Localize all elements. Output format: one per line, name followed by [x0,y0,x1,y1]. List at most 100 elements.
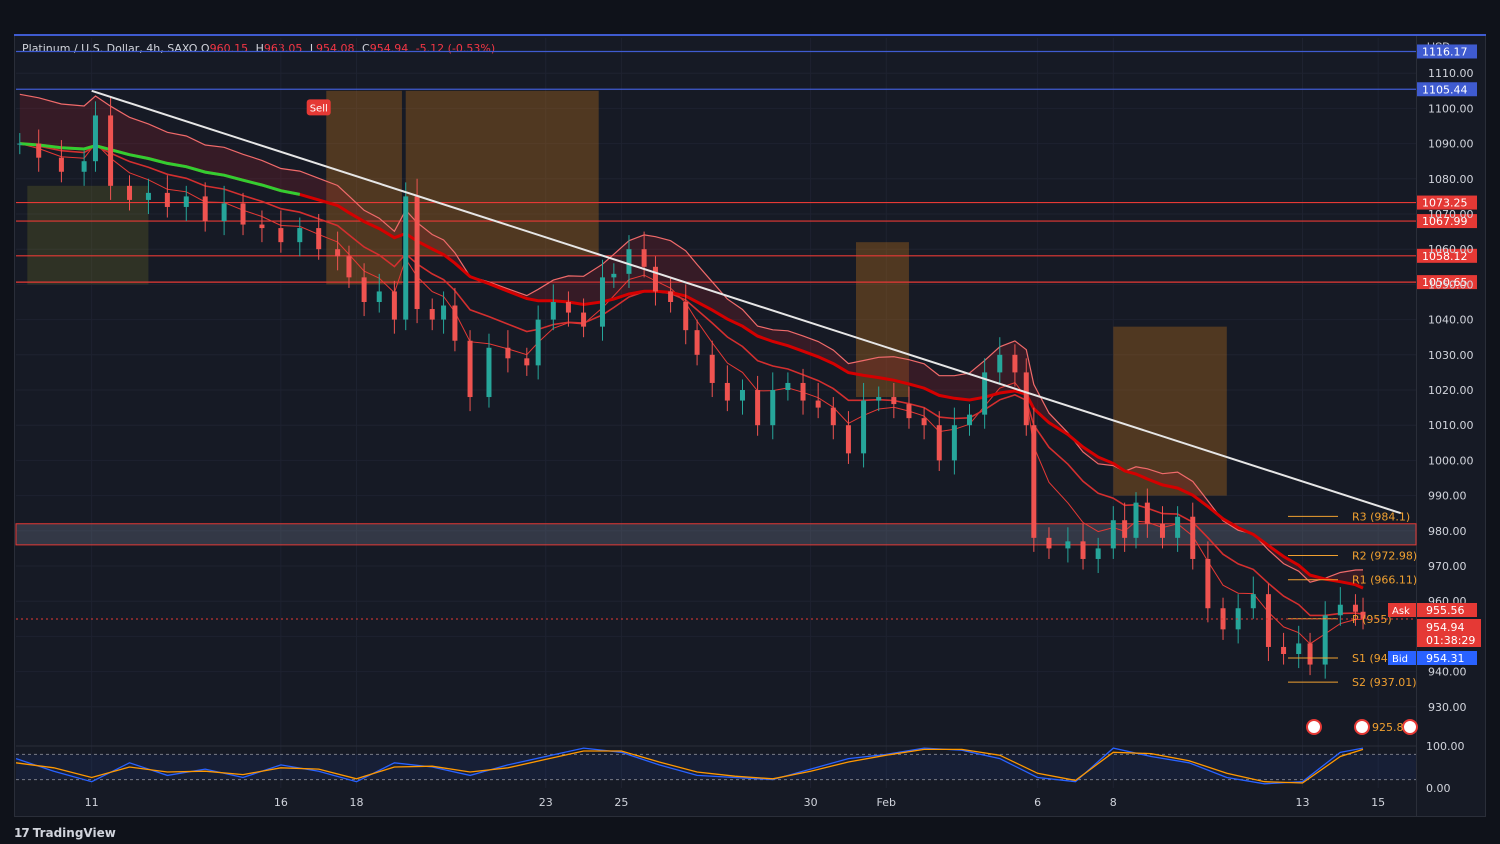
ask-tag [1388,603,1416,617]
candle-body [967,414,973,426]
candle-body [127,185,133,200]
candle-body [1159,523,1165,538]
osc-tick-label: 0.00 [1426,782,1451,795]
countdown: 01:38:29 [1426,634,1475,647]
x-tick-label: 30 [804,796,818,809]
y-tick-label: 1090.00 [1428,138,1474,151]
candle-body [739,390,745,401]
candle-body [1095,548,1101,559]
candle-body [815,400,821,408]
candle-body [982,372,988,415]
candle-body [81,161,87,172]
upper-band-line [19,93,1364,583]
stoch-k-line [15,747,1364,785]
candle-body [891,397,897,405]
candle-body [17,143,23,145]
y-tick-label: 1040.00 [1428,314,1474,327]
candle-body [297,228,303,243]
x-tick-label: 18 [350,796,364,809]
support-zone-band [15,523,1417,546]
y-tick-label: 1050.00 [1428,278,1474,291]
candle-body [1235,608,1241,630]
price-level-label: 1116.17 [1422,45,1468,58]
candle-body [1065,541,1071,549]
ma-cloud [19,94,1363,589]
y-tick-label: 1020.00 [1428,384,1474,397]
y-tick-label: 1110.00 [1428,67,1474,80]
candle-body [1080,541,1086,559]
candle-body [1012,354,1018,373]
candle-body [800,382,806,401]
chart-top-border [14,34,1486,36]
x-tick-label: 15 [1371,796,1385,809]
x-tick-label: 13 [1295,796,1309,809]
ema-fast-line [19,142,1364,645]
x-tick-label: 6 [1034,796,1041,809]
x-tick-label: 8 [1110,796,1117,809]
price-level-tag [1417,195,1477,210]
last-price: 954.94 [1426,621,1465,634]
event-value: 925.8 [1372,721,1404,734]
candle-body [709,354,715,383]
price-level-tag [1417,44,1477,59]
candle-body [278,228,284,243]
price-level-tag [1417,82,1477,97]
candle-body [414,196,420,310]
open-label: O [200,42,210,55]
y-tick-label: 1100.00 [1428,102,1474,115]
candle-body [259,224,265,229]
close-label: C [362,42,370,55]
candle-body [183,196,189,207]
y-tick-label: 930.00 [1428,701,1467,714]
candle-body [1144,502,1150,524]
candle-body [58,157,64,172]
y-tick-label: 1080.00 [1428,173,1474,186]
supply-zone [1113,326,1227,496]
price-axis-separator [1416,36,1417,816]
x-tick-label: 25 [614,796,628,809]
candle-body [611,273,617,278]
us-flag-icon [1354,719,1370,735]
y-tick-label: 1010.00 [1428,419,1474,432]
candle-body [240,203,246,225]
candle-body [694,330,700,355]
candle-body [1265,594,1271,647]
candle-body [221,203,227,222]
candle-body [1122,520,1128,538]
candle-body [524,358,530,366]
candle-body [316,228,322,250]
tradingview-branding[interactable]: 17 TradingView [14,826,116,840]
pivot-label: S2 (937.01) [1352,676,1417,689]
candle-body [1190,516,1196,559]
candle-body [581,312,587,327]
sell-label: Sell [310,103,328,114]
candle-body [641,249,647,267]
candle-body [599,277,605,327]
candle-body [391,291,397,320]
bid-price-tag [1417,651,1477,665]
candle-body [997,354,1003,373]
bid-price: 954.31 [1426,652,1465,665]
candle-body [951,425,957,461]
candle-body [1133,502,1139,538]
candle-body [1110,520,1116,549]
price-level-tag [1417,248,1477,263]
y-tick-label: 980.00 [1428,525,1467,538]
candle-body [845,425,851,454]
candle-body [724,382,730,401]
sell-marker [306,99,331,116]
candle-body [1031,425,1037,538]
candle-body [785,382,791,390]
candle-body [452,305,458,341]
ema-mid-line [19,142,1364,617]
stoch-d-line [15,748,1364,784]
tradingview-logo-icon: 17 [14,826,30,840]
candle-body [1360,611,1366,619]
candle-body [429,309,435,320]
candle-body [403,196,409,320]
candle-body [1337,604,1343,616]
x-tick-label: Feb [877,796,896,809]
candle-body [683,302,689,331]
ask-price: 955.56 [1426,604,1465,617]
